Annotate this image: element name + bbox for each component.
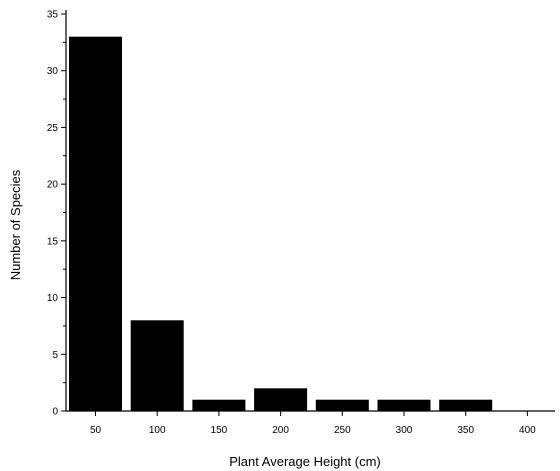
y-tick-label: 10: [47, 293, 59, 304]
y-axis: 0 5 10 15 20 25 30 35: [47, 10, 67, 418]
bar-150: [192, 399, 246, 411]
x-tick-label: 300: [396, 425, 413, 436]
x-tick-label: 350: [457, 425, 474, 436]
y-tick-label: 0: [52, 407, 58, 418]
x-tick-label: 100: [149, 425, 166, 436]
bars: [69, 36, 493, 411]
y-axis-label: Number of Species: [8, 169, 23, 280]
x-tick-label: 400: [519, 425, 536, 436]
x-axis-label: Plant Average Height (cm): [229, 454, 381, 469]
x-tick-label: 250: [334, 425, 351, 436]
y-tick-label: 30: [47, 66, 59, 77]
bar-350: [439, 399, 493, 411]
x-axis: 50 100 150 200 250 300 350 400: [66, 410, 555, 436]
x-tick-label: 150: [211, 425, 228, 436]
bar-100: [130, 320, 184, 411]
bar-200: [254, 388, 308, 411]
y-tick-label: 25: [47, 123, 59, 134]
y-tick-label: 20: [47, 180, 59, 191]
y-tick-label: 5: [52, 350, 58, 361]
bar-50: [69, 36, 122, 411]
x-tick-label: 50: [90, 425, 102, 436]
bar-250: [315, 399, 369, 411]
y-tick-label: 15: [47, 236, 59, 247]
bar-300: [377, 399, 431, 411]
x-tick-label: 200: [272, 425, 289, 436]
y-tick-label: 35: [47, 10, 59, 21]
